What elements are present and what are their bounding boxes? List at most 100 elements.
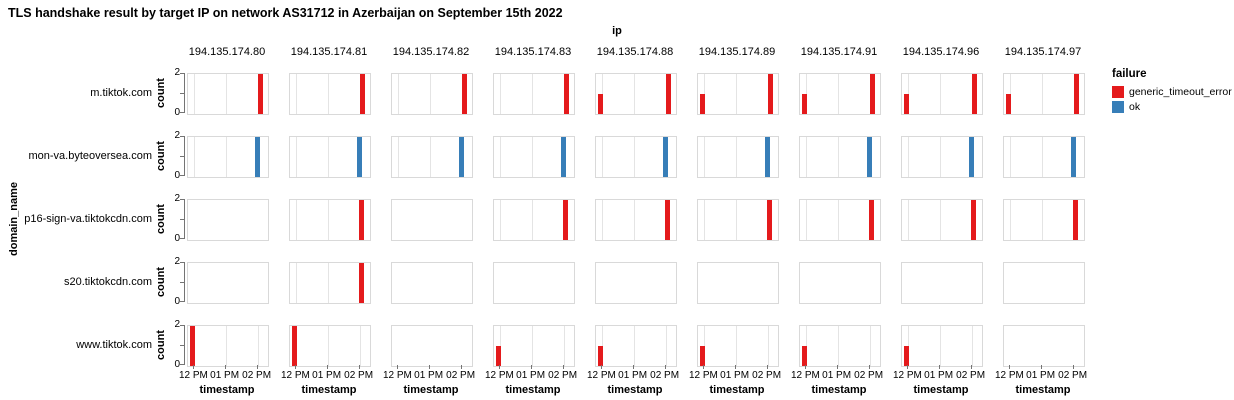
x-axis-title: timestamp bbox=[403, 384, 459, 396]
cell-gridline bbox=[735, 200, 737, 240]
cell-gridline bbox=[500, 74, 502, 114]
y-axis-line bbox=[184, 136, 185, 176]
y-axis-tick bbox=[180, 175, 184, 176]
cell-gridline bbox=[633, 200, 635, 240]
facet-cell bbox=[493, 136, 575, 178]
facet-cell bbox=[697, 325, 779, 367]
cell-gridline bbox=[837, 137, 839, 177]
x-axis-tick bbox=[703, 365, 705, 369]
facet-cell bbox=[187, 199, 269, 241]
x-axis-tick bbox=[397, 365, 399, 369]
x-tick-label: 12 PM bbox=[484, 370, 514, 381]
cell-gridline bbox=[1073, 74, 1075, 114]
x-axis-title: timestamp bbox=[811, 384, 867, 396]
column-header: 194.135.174.97 bbox=[1004, 46, 1082, 58]
cell-gridline bbox=[971, 326, 973, 366]
cell-gridline bbox=[837, 200, 839, 240]
facet-cell bbox=[901, 73, 983, 115]
y-tick-label: 0 bbox=[174, 296, 180, 307]
cell-gridline bbox=[563, 326, 565, 366]
bar-generic_timeout_error bbox=[496, 346, 502, 366]
cell-gridline bbox=[500, 137, 502, 177]
legend-label: generic_timeout_error bbox=[1129, 86, 1232, 98]
cell-gridline bbox=[806, 137, 808, 177]
bar-generic_timeout_error bbox=[258, 74, 264, 114]
x-tick-label: 12 PM bbox=[688, 370, 718, 381]
bar-generic_timeout_error bbox=[562, 200, 568, 240]
bar-generic_timeout_error bbox=[360, 74, 366, 114]
y-tick-label: 2 bbox=[174, 67, 180, 78]
bar-generic_timeout_error bbox=[1074, 74, 1080, 114]
cell-gridline bbox=[327, 263, 329, 303]
x-axis-tick bbox=[868, 365, 870, 369]
facet-cell bbox=[799, 73, 881, 115]
x-axis-tick bbox=[664, 365, 666, 369]
x-tick-label: 01 PM bbox=[924, 370, 954, 381]
cell-gridline bbox=[398, 74, 400, 114]
cell-gridline bbox=[327, 74, 329, 114]
x-tick-label: 12 PM bbox=[790, 370, 820, 381]
x-axis-title: timestamp bbox=[301, 384, 357, 396]
x-tick-label: 01 PM bbox=[312, 370, 342, 381]
x-tick-label: 12 PM bbox=[178, 370, 208, 381]
x-axis-tick bbox=[530, 365, 532, 369]
bar-ok bbox=[459, 137, 465, 177]
y-tick-label: 2 bbox=[174, 193, 180, 204]
cell-gridline bbox=[327, 137, 329, 177]
x-axis-tick bbox=[295, 365, 297, 369]
x-axis-tick bbox=[428, 365, 430, 369]
column-header: 194.135.174.89 bbox=[698, 46, 776, 58]
cell-gridline bbox=[500, 200, 502, 240]
cell-gridline bbox=[257, 326, 259, 366]
x-tick-label: 01 PM bbox=[210, 370, 240, 381]
cell-gridline bbox=[327, 326, 329, 366]
bar-generic_timeout_error bbox=[358, 200, 364, 240]
cell-gridline bbox=[837, 74, 839, 114]
x-tick-label: 02 PM bbox=[956, 370, 986, 381]
cell-gridline bbox=[563, 74, 565, 114]
facet-cell bbox=[901, 325, 983, 367]
bar-generic_timeout_error bbox=[598, 94, 604, 114]
facet-cell bbox=[391, 262, 473, 304]
bar-ok bbox=[765, 137, 771, 177]
facet-cell bbox=[1003, 136, 1085, 178]
cell-gridline bbox=[327, 200, 329, 240]
bar-generic_timeout_error bbox=[766, 200, 772, 240]
facet-cell bbox=[799, 199, 881, 241]
bar-ok bbox=[1071, 137, 1077, 177]
cell-gridline bbox=[908, 137, 910, 177]
y-axis-line bbox=[184, 199, 185, 239]
cell-gridline bbox=[257, 74, 259, 114]
facet-cell bbox=[901, 136, 983, 178]
cell-gridline bbox=[633, 326, 635, 366]
y-axis-title: count bbox=[155, 267, 167, 297]
x-axis-title: timestamp bbox=[505, 384, 561, 396]
bar-ok bbox=[561, 137, 567, 177]
y-tick-label: 0 bbox=[174, 170, 180, 181]
x-tick-label: 01 PM bbox=[822, 370, 852, 381]
x-axis-title: timestamp bbox=[607, 384, 663, 396]
x-axis-tick bbox=[836, 365, 838, 369]
facet-cell bbox=[289, 325, 371, 367]
x-axis-tick bbox=[256, 365, 258, 369]
bar-generic_timeout_error bbox=[1072, 200, 1078, 240]
cell-gridline bbox=[735, 137, 737, 177]
x-tick-label: 02 PM bbox=[1058, 370, 1088, 381]
y-axis-title: count bbox=[155, 141, 167, 171]
facet-cell bbox=[901, 262, 983, 304]
y-axis-tick bbox=[180, 136, 184, 137]
facet-cell bbox=[391, 73, 473, 115]
cell-gridline bbox=[602, 200, 604, 240]
column-header: 194.135.174.96 bbox=[902, 46, 980, 58]
x-axis-tick bbox=[805, 365, 807, 369]
x-tick-label: 02 PM bbox=[344, 370, 374, 381]
y-axis-tick bbox=[180, 238, 184, 239]
bar-generic_timeout_error bbox=[802, 346, 808, 366]
y-axis-tick bbox=[180, 301, 184, 302]
bar-generic_timeout_error bbox=[970, 200, 976, 240]
x-axis-tick bbox=[734, 365, 736, 369]
facet-cell bbox=[799, 325, 881, 367]
cell-gridline bbox=[908, 200, 910, 240]
x-tick-label: 01 PM bbox=[618, 370, 648, 381]
y-axis-tick bbox=[180, 281, 184, 283]
